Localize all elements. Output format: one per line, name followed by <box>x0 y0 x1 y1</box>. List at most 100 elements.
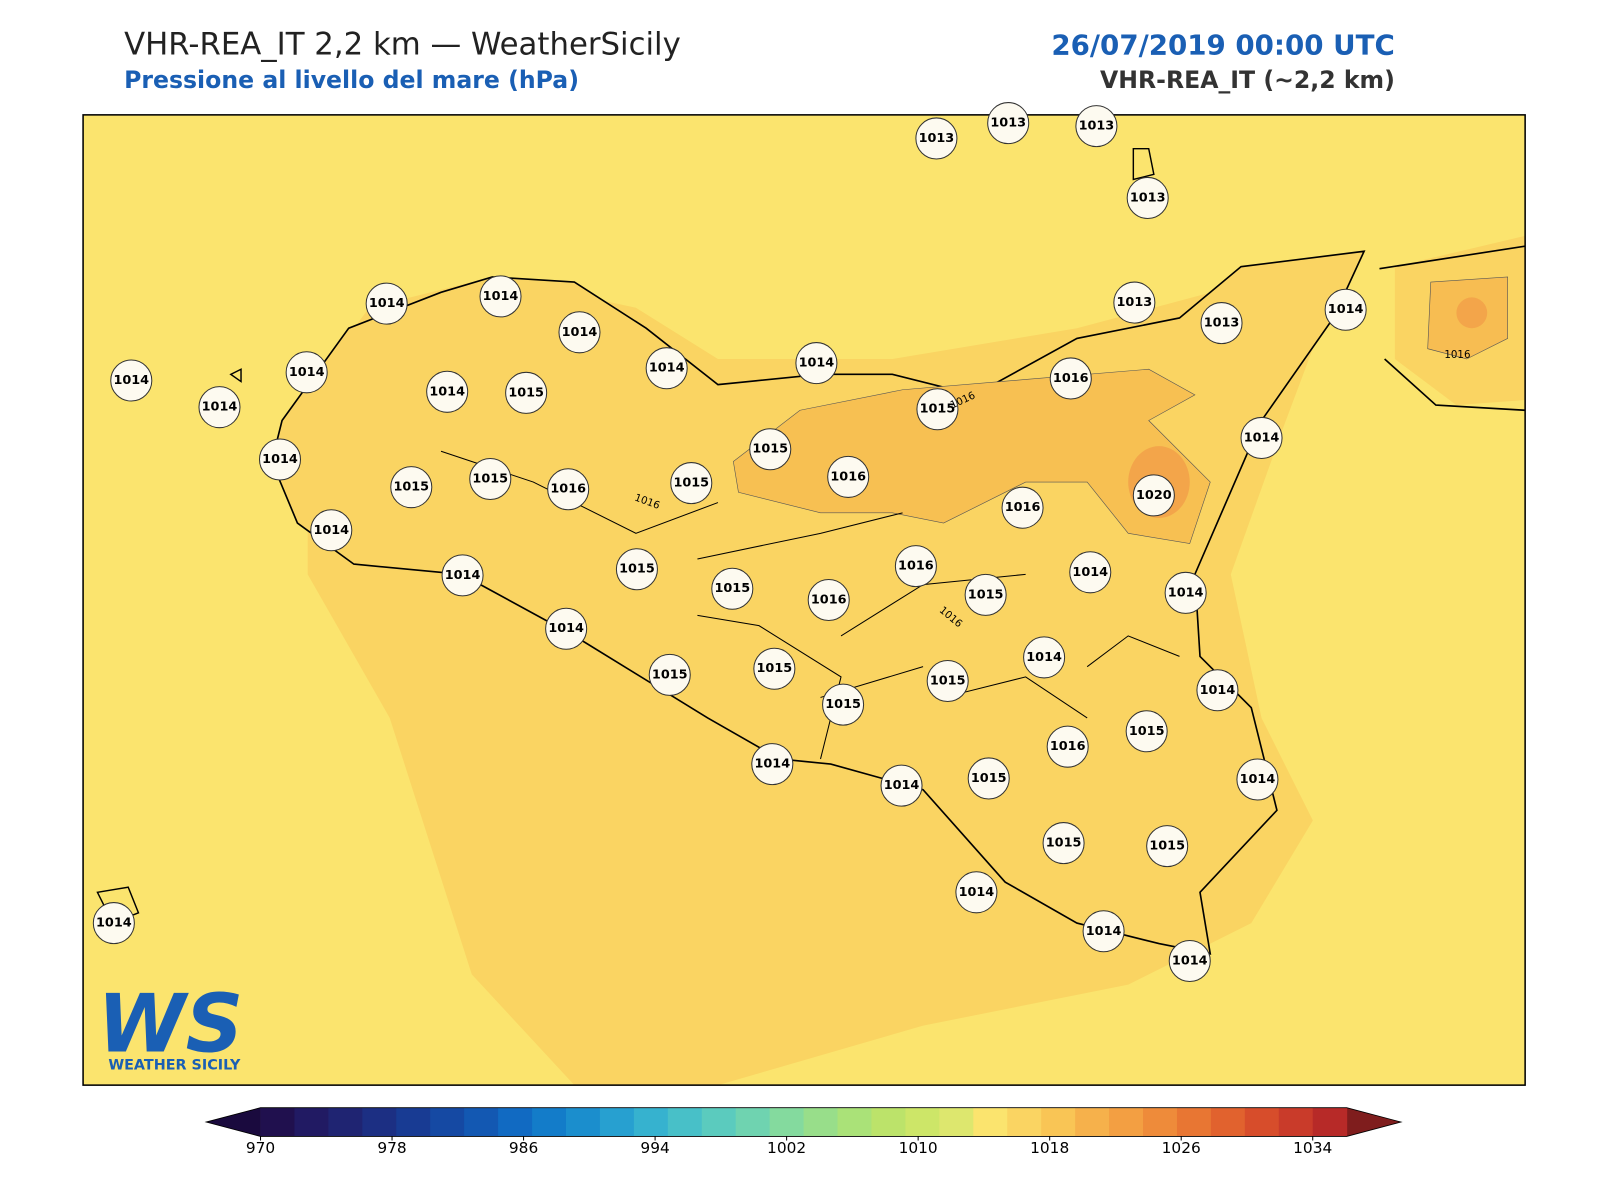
station-value: 1015 <box>652 667 688 682</box>
colorbar-tick-label: 994 <box>640 1139 669 1157</box>
station-value: 1014 <box>113 373 149 388</box>
station: 1015 <box>1146 825 1189 868</box>
station-value: 1015 <box>757 661 793 676</box>
station-value: 1014 <box>1172 954 1208 969</box>
station-marker <box>648 653 691 696</box>
station-value: 1013 <box>1117 295 1153 310</box>
station-marker <box>390 466 433 509</box>
station: 1014 <box>1236 758 1279 801</box>
colorbar-over <box>1346 1107 1402 1137</box>
station: 1015 <box>711 567 754 610</box>
station-value: 1014 <box>369 296 405 311</box>
station-value: 1014 <box>1244 430 1280 445</box>
station-value: 1014 <box>313 523 349 538</box>
station: 1014 <box>1069 551 1112 594</box>
stations: 1013 1013 1013 1013 1014 1014 1014 1013 1013 1014… <box>92 102 1367 983</box>
station-value: 1015 <box>920 402 956 417</box>
station-value: 1014 <box>445 568 481 583</box>
station: 1014 <box>258 438 302 481</box>
station-value: 1014 <box>202 400 238 415</box>
station-marker <box>1240 416 1283 459</box>
colorbar-segment <box>532 1107 567 1137</box>
station-value: 1014 <box>1328 302 1364 317</box>
station-value: 1014 <box>959 885 995 900</box>
station-value: 1015 <box>508 385 544 400</box>
station-value: 1015 <box>393 480 429 495</box>
colorbar-segment <box>1176 1107 1212 1137</box>
colorbar-tick-label: 986 <box>509 1139 538 1157</box>
station: 1013 <box>1113 281 1156 324</box>
colorbar-tick-label: 1034 <box>1293 1139 1332 1157</box>
colorbar-segment <box>735 1107 771 1137</box>
station: 1013 <box>1126 176 1169 219</box>
station-marker <box>469 457 512 500</box>
map <box>83 114 1526 1086</box>
station: 1014 <box>310 509 353 552</box>
station-value: 1015 <box>930 674 966 689</box>
station: 1014 <box>198 386 241 429</box>
logo: WS WEATHER SICILY <box>97 977 243 1073</box>
colorbar-tick-label: 978 <box>377 1139 406 1157</box>
station-marker <box>1168 940 1211 983</box>
colorbar-segment <box>260 1107 295 1137</box>
station: 1015 <box>753 647 796 690</box>
station-marker <box>749 428 792 471</box>
station-marker <box>198 386 241 429</box>
colorbar-segment <box>565 1107 601 1137</box>
station: 1014 <box>645 347 688 390</box>
colorbar-segment <box>1210 1107 1246 1137</box>
station: 1014 <box>1196 669 1239 712</box>
station-value: 1014 <box>1168 585 1204 600</box>
colorbar-segment <box>498 1107 533 1137</box>
station-marker <box>967 757 1010 800</box>
station: 1014 <box>1168 940 1211 983</box>
station: 1014 <box>441 554 484 597</box>
station-marker <box>547 468 590 511</box>
station: 1016 <box>547 468 590 511</box>
station-marker <box>894 545 937 588</box>
station-marker <box>1324 288 1367 331</box>
station-marker <box>670 462 713 505</box>
colorbar-tick-label: 970 <box>246 1139 275 1157</box>
colorbar-tick-label: 1026 <box>1162 1139 1201 1157</box>
station: 1015 <box>926 660 969 703</box>
colorbar-segment <box>633 1107 669 1137</box>
station: 1014 <box>285 351 328 394</box>
station: 1014 <box>1082 910 1125 953</box>
colorbar-segment <box>328 1107 363 1137</box>
station-value: 1015 <box>825 697 861 712</box>
station-marker <box>1126 176 1169 219</box>
station-marker <box>258 438 302 481</box>
station-value: 1020 <box>1136 488 1172 503</box>
station-marker <box>1146 825 1189 868</box>
station-value: 1013 <box>1204 316 1240 331</box>
station-marker <box>1125 710 1168 753</box>
station-marker <box>916 388 959 431</box>
station: 1015 <box>615 548 658 591</box>
colorbar-segment <box>464 1107 499 1137</box>
station: 1015 <box>390 466 433 509</box>
colorbar-segment <box>362 1107 397 1137</box>
station: 1015 <box>648 653 691 696</box>
station: 1015 <box>670 462 713 505</box>
station-marker <box>751 743 794 786</box>
colorbar-segment <box>396 1107 431 1137</box>
colorbar-segment <box>701 1107 737 1137</box>
station-value: 1015 <box>971 771 1007 786</box>
colorbar-segment <box>803 1107 839 1137</box>
station-marker <box>479 275 522 318</box>
station: 1014 <box>1164 571 1207 614</box>
station-marker <box>1236 758 1279 801</box>
station-marker <box>987 102 1030 145</box>
colorbar-tick-label: 1002 <box>767 1139 806 1157</box>
colorbar-frame <box>204 1107 1403 1137</box>
colorbar-segment <box>1278 1107 1314 1137</box>
colorbar-under <box>206 1107 261 1137</box>
station-marker <box>645 347 688 390</box>
station-value: 1016 <box>550 482 586 497</box>
model: VHR-REA_IT (~2,2 km) <box>1100 66 1395 94</box>
station: 1015 <box>916 388 959 431</box>
station-value: 1015 <box>752 442 788 457</box>
station: 1015 <box>1042 822 1085 865</box>
station-value: 1014 <box>1086 924 1122 939</box>
